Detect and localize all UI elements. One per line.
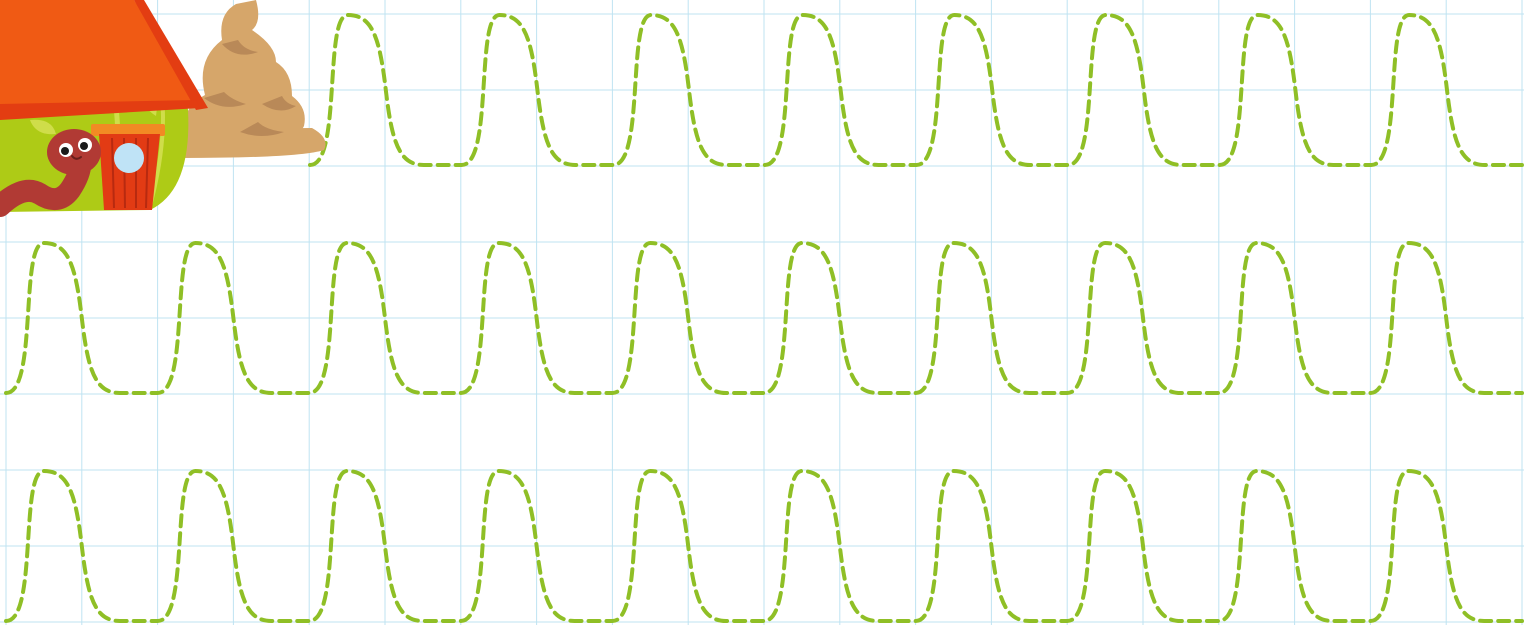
illustration (0, 0, 326, 217)
door (91, 124, 165, 210)
roof (0, 0, 208, 120)
trace-row-3 (4, 468, 1524, 623)
worm (0, 129, 101, 217)
worm-eye (61, 147, 69, 155)
worm-eye (80, 142, 88, 150)
trace-row-1 (308, 12, 1524, 167)
trace-row-2 (4, 240, 1524, 395)
sand-pile (180, 0, 326, 158)
cabbage-house (0, 0, 208, 212)
trace-paths (4, 12, 1524, 623)
door-window (114, 143, 144, 173)
worm-smile (71, 155, 82, 160)
